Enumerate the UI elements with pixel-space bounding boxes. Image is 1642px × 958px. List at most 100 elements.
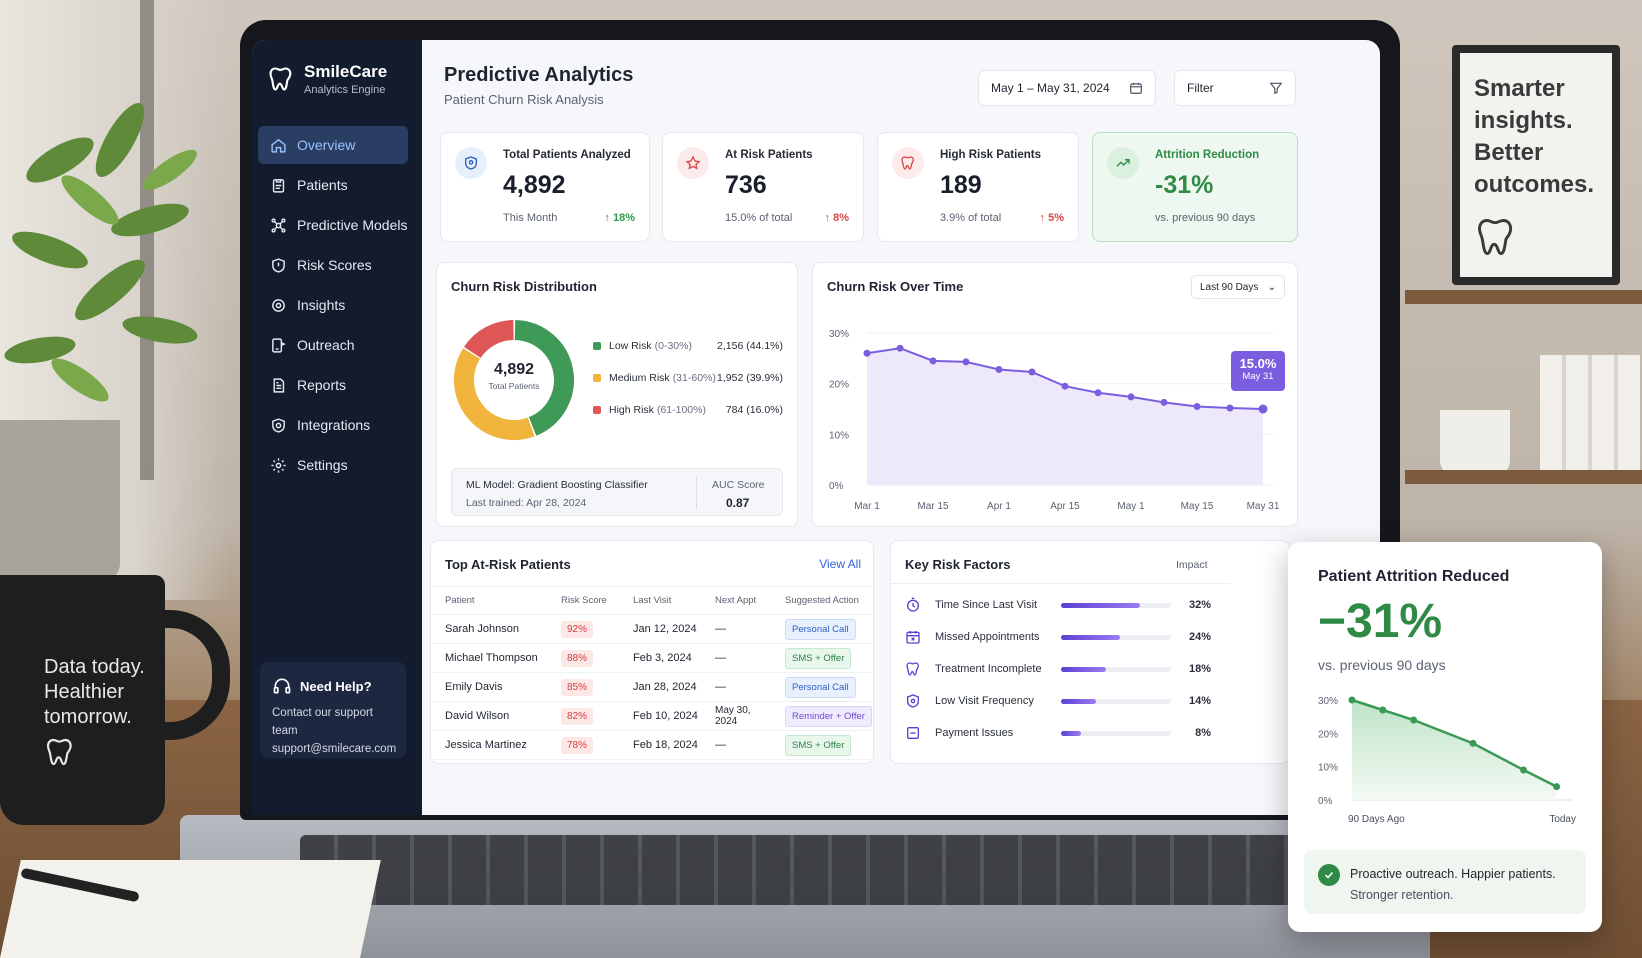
table-row[interactable]: Emily Davis 85% Jan 28, 2024 — Personal …	[431, 672, 873, 702]
data-point[interactable]	[962, 358, 970, 366]
data-point[interactable]	[1127, 393, 1135, 401]
y-tick-label: 30%	[1318, 696, 1338, 707]
sidebar-item-integrations[interactable]: Integrations	[258, 406, 408, 444]
data-point[interactable]	[1520, 766, 1528, 774]
data-point[interactable]	[1379, 706, 1387, 714]
laptop-keyboard	[300, 835, 1310, 905]
data-point[interactable]	[1028, 368, 1036, 376]
sidebar-item-outreach[interactable]: Outreach	[258, 326, 408, 364]
next-appt: May 30, 2024	[701, 701, 771, 731]
brand-subtitle: Analytics Engine	[304, 84, 386, 96]
sidebar-item-predictive-models[interactable]: Predictive Models	[258, 206, 408, 244]
poster-text: Smarter insights. Better outcomes.	[1474, 75, 1595, 198]
risk-score-badge: 92%	[561, 620, 594, 638]
data-point[interactable]	[929, 357, 937, 365]
action-badge[interactable]: SMS + Offer	[785, 647, 852, 669]
x-tick-label: May 31	[1247, 501, 1280, 512]
data-point[interactable]	[1160, 398, 1168, 406]
sidebar-item-overview[interactable]: Overview	[258, 126, 408, 164]
risk-factor-label: Low Visit Frequency	[935, 695, 1034, 707]
donut-slice-low-risk[interactable]	[514, 320, 574, 436]
sidebar-item-reports[interactable]: Reports	[258, 366, 408, 404]
y-tick-label: 10%	[829, 430, 849, 441]
next-appt: —	[701, 614, 771, 644]
column-header[interactable]: Risk Score	[547, 586, 619, 615]
filter-icon	[1269, 82, 1283, 95]
divider	[696, 477, 697, 509]
column-header[interactable]: Last Visit	[619, 586, 701, 615]
document-icon	[273, 377, 285, 393]
kpi-foot: This Month	[503, 212, 558, 224]
last-visit: Jan 28, 2024	[619, 672, 701, 702]
main-content: Predictive Analytics Patient Churn Risk …	[422, 40, 1380, 815]
impact-bar	[1061, 698, 1171, 704]
impact-bar-fill	[1061, 602, 1141, 608]
column-header[interactable]: Patient	[431, 586, 547, 615]
x-tick-label: Apr 1	[987, 501, 1011, 512]
network-icon	[271, 217, 286, 233]
kpi-foot: 3.9% of total	[940, 212, 1002, 224]
kpi-label: Attrition Reduction	[1155, 149, 1260, 161]
action-badge[interactable]: Reminder + Offer	[785, 705, 872, 727]
data-point[interactable]	[1193, 402, 1201, 410]
risk-factor-label: Missed Appointments	[935, 631, 1040, 643]
table-row[interactable]: Sarah Johnson 92% Jan 12, 2024 — Persona…	[431, 614, 873, 644]
data-point[interactable]	[1061, 382, 1069, 390]
window-frame	[140, 0, 154, 480]
y-tick-label: 20%	[1318, 729, 1338, 740]
data-point[interactable]	[1553, 783, 1561, 791]
sidebar-item-label: Integrations	[297, 417, 371, 433]
impact-bar	[1061, 634, 1171, 640]
sidebar-item-patients[interactable]: Patients	[258, 166, 408, 204]
donut-center-value: 4,892	[493, 361, 535, 378]
patient-name: Michael Thompson	[431, 643, 547, 673]
legend-range: (61-100%)	[656, 404, 706, 416]
view-all-link[interactable]: View All	[819, 557, 861, 571]
clipboard-icon	[272, 178, 285, 193]
data-point[interactable]	[1258, 404, 1268, 414]
sidebar-item-label: Overview	[297, 137, 356, 153]
y-tick-label: 20%	[829, 380, 849, 391]
column-header[interactable]: Next Appt	[701, 586, 771, 615]
risk-score-badge: 78%	[561, 736, 594, 754]
help-panel[interactable]: Need Help? Contact our support team supp…	[260, 662, 406, 758]
data-point[interactable]	[1410, 716, 1418, 724]
sidebar-item-settings[interactable]: Settings	[258, 446, 408, 484]
table-row[interactable]: David Wilson 82% Feb 10, 2024 May 30, 20…	[431, 701, 873, 731]
action-badge[interactable]: SMS + Offer	[785, 734, 852, 756]
overlay-value: −31%	[1318, 595, 1443, 648]
range-select[interactable]: Last 90 Days ⌄	[1191, 275, 1285, 299]
filter-label: Filter	[1187, 81, 1214, 95]
column-header[interactable]: Suggested Action	[771, 586, 873, 615]
kpi-foot: vs. previous 90 days	[1155, 212, 1256, 224]
x-tick-label: Apr 15	[1050, 501, 1080, 512]
action-badge[interactable]: Personal Call	[785, 676, 856, 698]
sidebar-item-risk-scores[interactable]: Risk Scores	[258, 246, 408, 284]
data-point[interactable]	[1469, 739, 1477, 747]
data-point[interactable]	[1348, 696, 1356, 704]
brand[interactable]: SmileCare Analytics Engine	[266, 62, 387, 96]
shelf-pot	[1440, 410, 1510, 475]
filter-button[interactable]: Filter	[1174, 70, 1296, 106]
next-appt: —	[701, 643, 771, 673]
x-tick-label: Mar 15	[917, 501, 949, 512]
kpi-delta: ↑ 18%	[604, 212, 635, 224]
donut-slice-high-risk[interactable]	[463, 320, 515, 359]
data-point[interactable]	[863, 349, 871, 357]
action-badge[interactable]: Personal Call	[785, 618, 856, 640]
date-range-picker[interactable]: May 1 – May 31, 2024	[978, 70, 1156, 106]
data-point[interactable]	[1226, 404, 1234, 412]
kpi-value: 189	[940, 171, 982, 199]
x-tick-label: May 15	[1181, 501, 1214, 512]
table-row[interactable]: Michael Thompson 88% Feb 3, 2024 — SMS +…	[431, 643, 873, 673]
data-point[interactable]	[1094, 389, 1102, 397]
donut-slice-medium-risk[interactable]	[454, 348, 535, 440]
auc-label: AUC Score	[712, 479, 765, 491]
data-point[interactable]	[896, 344, 904, 352]
support-email-link[interactable]: support@smilecare.com	[272, 743, 397, 755]
x-tick-label: Mar 1	[854, 501, 880, 512]
table-row[interactable]: Jessica Martinez 78% Feb 18, 2024 — SMS …	[431, 730, 873, 760]
sidebar-item-insights[interactable]: Insights	[258, 286, 408, 324]
patient-name: David Wilson	[431, 701, 547, 731]
data-point[interactable]	[995, 365, 1003, 373]
